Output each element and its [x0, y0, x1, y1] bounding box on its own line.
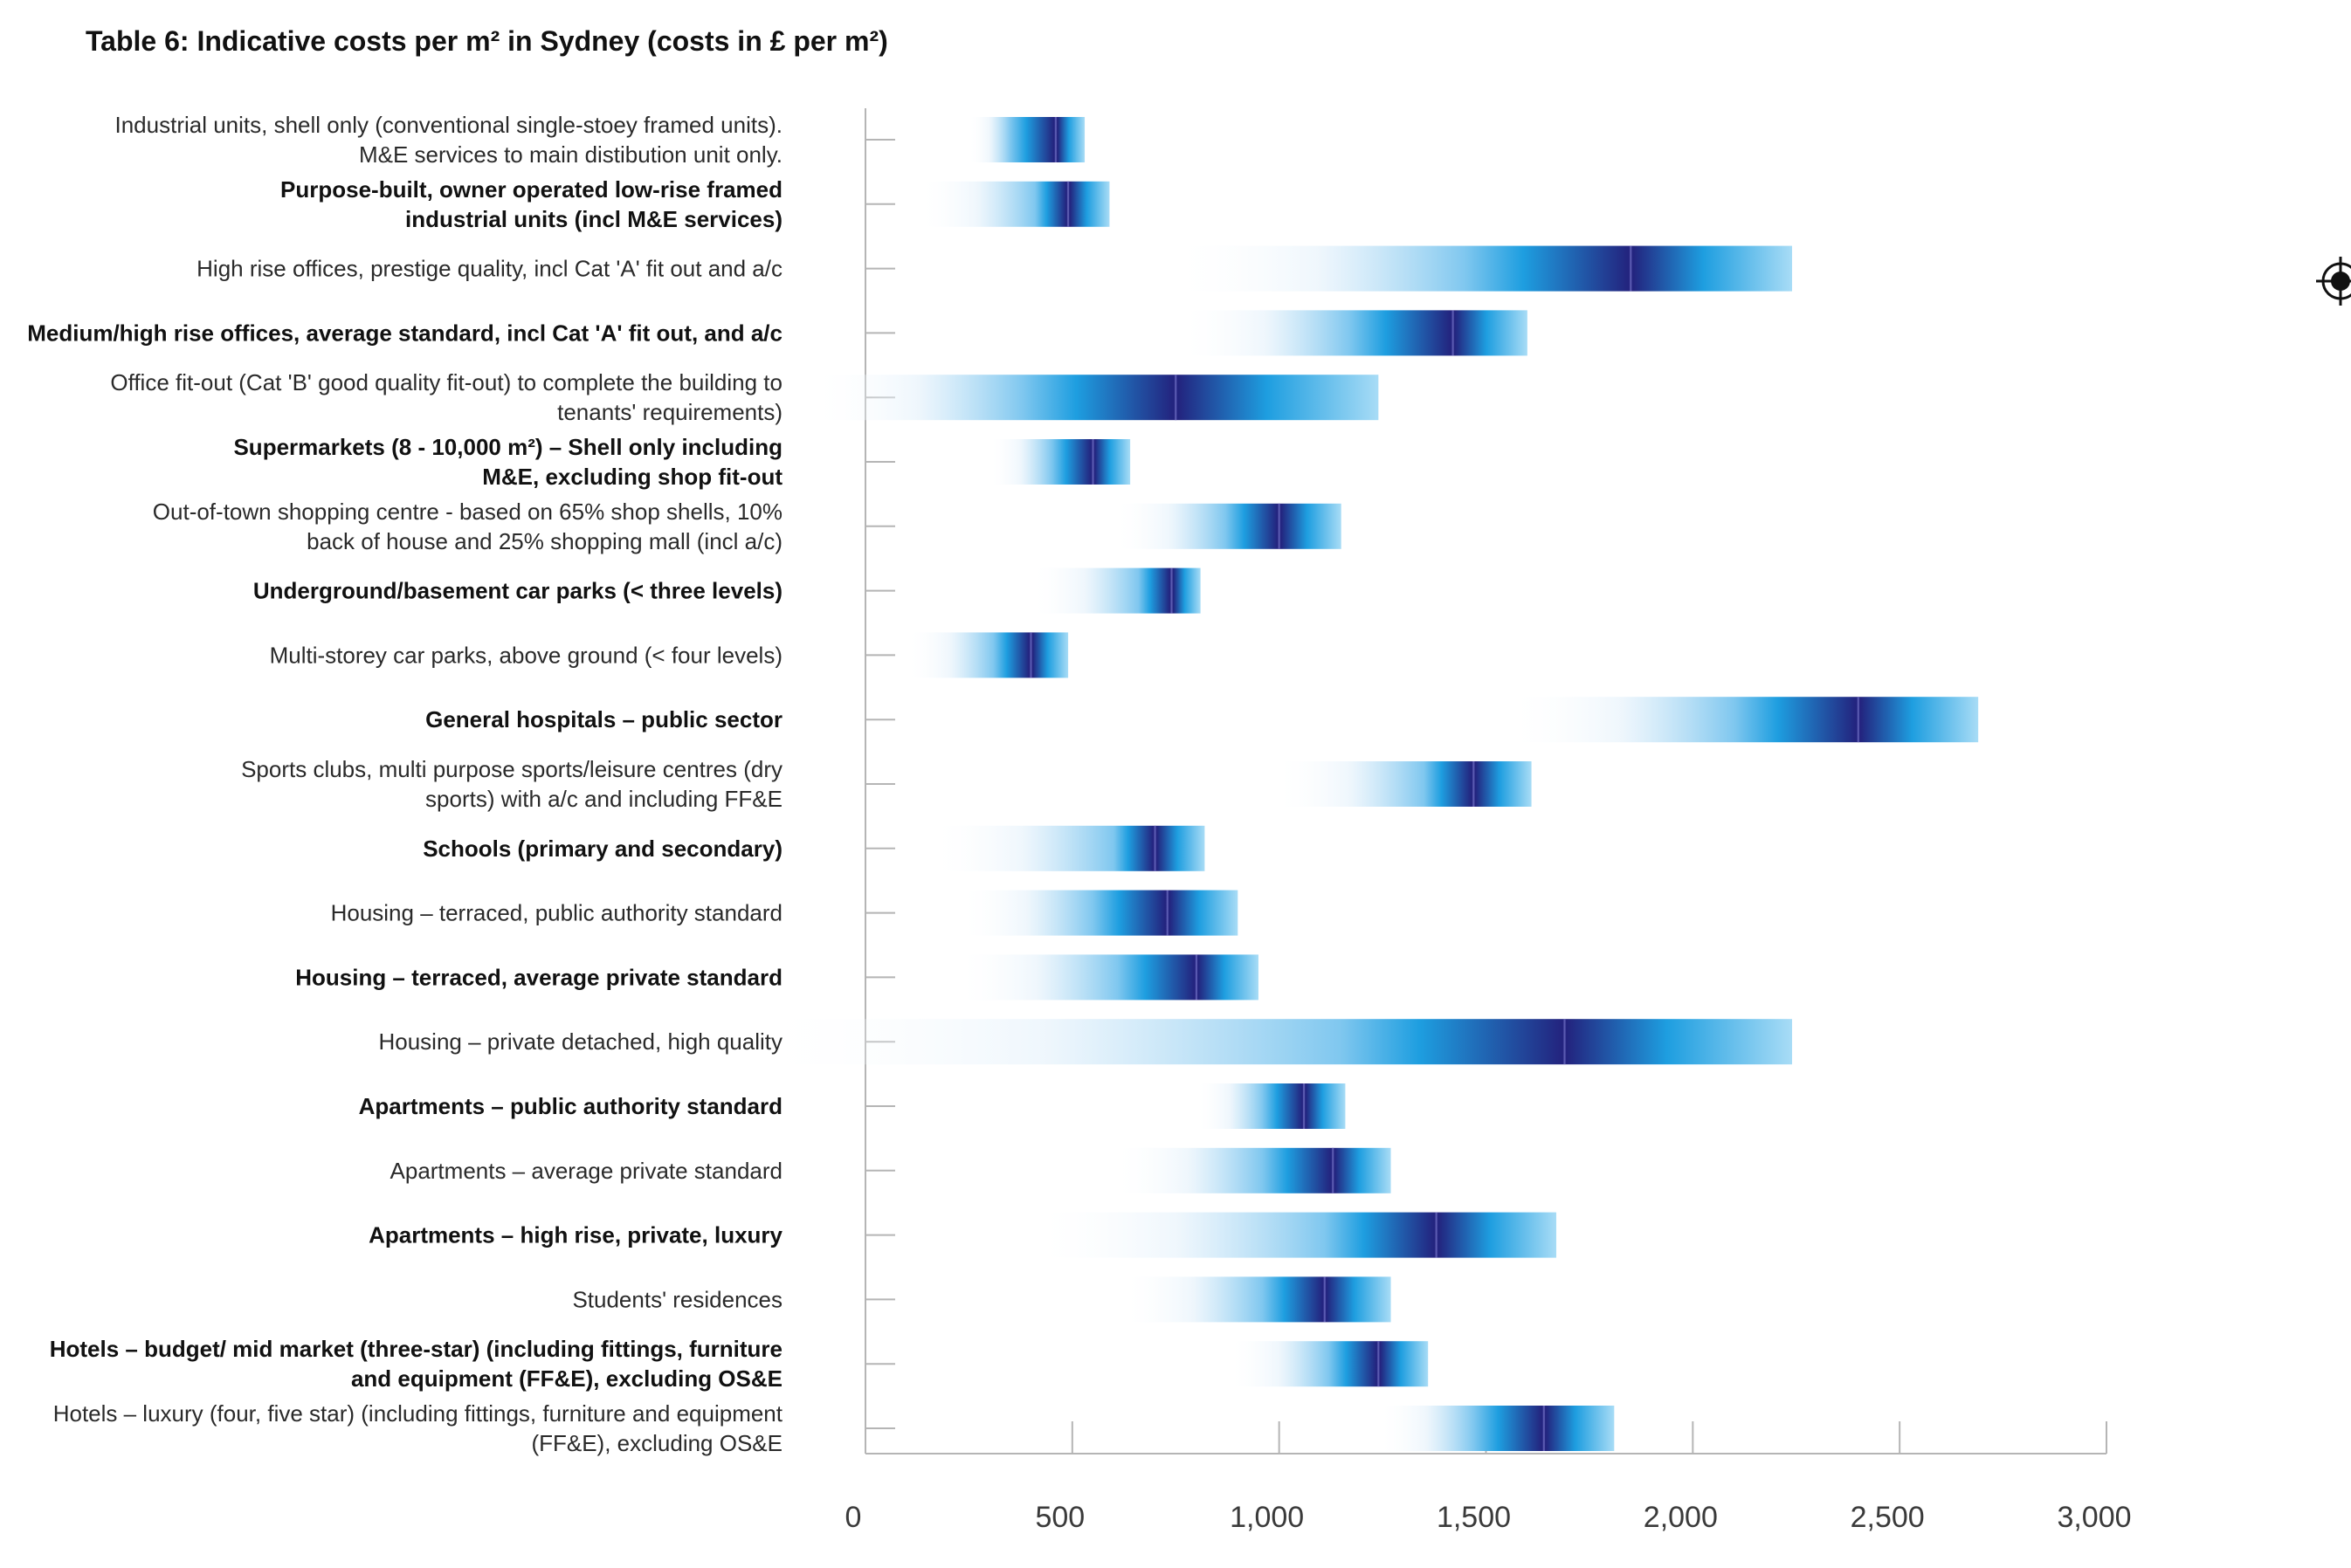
- cost-bar: [956, 954, 1258, 1001]
- row-label: Multi-storey car parks, above ground (< …: [270, 642, 783, 668]
- row-label: Office fit-out (Cat 'B' good quality fit…: [110, 369, 783, 395]
- row-label: Schools (primary and secondary): [423, 836, 783, 862]
- cost-bar: [1506, 697, 1979, 743]
- row-label: sports) with a/c and including FF&E: [425, 786, 783, 812]
- cost-bar: [989, 439, 1131, 485]
- cost-bar: [1196, 1083, 1346, 1129]
- cost-bar: [919, 181, 1110, 227]
- row-label: Supermarkets (8 - 10,000 m²) – Shell onl…: [233, 434, 783, 460]
- row-label: back of house and 25% shopping mall (inc…: [307, 528, 783, 554]
- row-label: Sports clubs, multi purpose sports/leisu…: [241, 756, 783, 782]
- bars: [749, 117, 1979, 1451]
- row-label: Students' residences: [572, 1286, 783, 1312]
- cost-bar: [969, 117, 1086, 162]
- cost-bar: [1113, 1147, 1391, 1193]
- row-label: Hotels – budget/ mid market (three-star)…: [50, 1336, 783, 1362]
- row-label: Housing – private detached, high quality: [378, 1028, 783, 1055]
- row-label: Underground/basement car parks (< three …: [253, 578, 783, 604]
- row-label: Industrial units, shell only (convention…: [115, 112, 783, 138]
- x-tick-label: 0: [845, 1501, 862, 1534]
- chart-title: Table 6: Indicative costs per m² in Sydn…: [86, 25, 888, 57]
- row-label: Housing – terraced, public authority sta…: [331, 900, 783, 926]
- x-tick-label: 3,000: [2057, 1501, 2131, 1534]
- cost-bar: [1229, 1341, 1429, 1387]
- cost-bar: [811, 375, 1379, 421]
- row-ticks: [865, 139, 895, 1429]
- cost-bar: [1171, 245, 1793, 292]
- cost-bar: [931, 825, 1205, 871]
- cost-bar: [1121, 1276, 1391, 1323]
- row-label: M&E, excluding shop fit-out: [482, 464, 783, 490]
- x-tick-label: 1,000: [1230, 1501, 1304, 1534]
- cost-bar: [1031, 567, 1201, 614]
- cost-bar: [1179, 310, 1527, 356]
- row-labels: Industrial units, shell only (convention…: [27, 112, 783, 1456]
- x-axis-ticks: 0 500 1,000 1,500 2,000 2,500 3,000: [845, 1421, 2132, 1534]
- row-label: General hospitals – public sector: [425, 706, 783, 732]
- row-label: Apartments – high rise, private, luxury: [369, 1222, 783, 1248]
- cost-bar: [1113, 503, 1341, 549]
- cost-bar: [1274, 761, 1532, 807]
- row-label: Housing – terraced, average private stan…: [295, 964, 783, 990]
- x-tick-label: 1,500: [1437, 1501, 1511, 1534]
- cost-bar: [1031, 1212, 1557, 1258]
- row-label: and equipment (FF&E), excluding OS&E: [351, 1365, 783, 1392]
- crosshair-icon: [2316, 257, 2351, 306]
- cost-bar: [1378, 1406, 1615, 1451]
- row-label: Hotels – luxury (four, five star) (inclu…: [53, 1400, 783, 1427]
- cost-bar: [907, 632, 1069, 678]
- cost-bar: [749, 1019, 1793, 1065]
- row-label: Out-of-town shopping centre - based on 6…: [153, 499, 783, 525]
- row-label: Purpose-built, owner operated low-rise f…: [280, 176, 783, 203]
- row-label: M&E services to main distibution unit on…: [359, 141, 783, 168]
- x-tick-label: 2,500: [1851, 1501, 1925, 1534]
- row-label: (FF&E), excluding OS&E: [531, 1430, 783, 1456]
- row-label: tenants' requirements): [557, 399, 783, 425]
- row-label: Apartments – public authority standard: [359, 1093, 783, 1119]
- x-tick-label: 500: [1035, 1501, 1085, 1534]
- row-label: Medium/high rise offices, average standa…: [27, 320, 783, 346]
- row-label: Apartments – average private standard: [390, 1158, 783, 1184]
- row-label: industrial units (incl M&E services): [405, 206, 783, 232]
- row-label: High rise offices, prestige quality, inc…: [196, 256, 783, 282]
- cost-bar: [960, 890, 1238, 936]
- x-tick-label: 2,000: [1644, 1501, 1718, 1534]
